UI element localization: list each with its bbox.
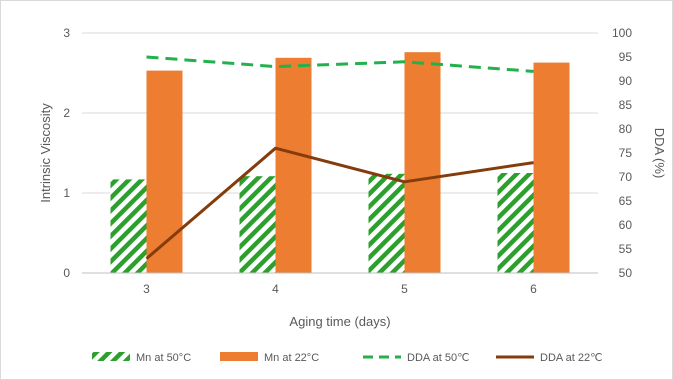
y2-tick-label: 60 xyxy=(619,218,633,232)
x-tick-label: 3 xyxy=(143,282,150,296)
legend-swatch xyxy=(92,352,130,361)
y2-tick-label: 90 xyxy=(619,74,633,88)
x-tick-label: 6 xyxy=(530,282,537,296)
y2-tick-label: 85 xyxy=(619,98,633,112)
y2-tick-label: 95 xyxy=(619,50,633,64)
series-lines xyxy=(145,55,534,260)
y2-tick-label: 75 xyxy=(619,146,633,160)
legend-label: DDA at 22℃ xyxy=(540,352,603,364)
y2-tick-label: 50 xyxy=(619,266,633,280)
bar xyxy=(497,173,534,273)
y2-tick-label: 80 xyxy=(619,122,633,136)
y-tick-label: 3 xyxy=(63,26,70,40)
bars xyxy=(110,52,570,274)
legend: Mn at 50°C Mn at 22°C DDA at 50℃ DDA at 22℃ xyxy=(92,352,603,364)
series-line xyxy=(145,146,534,260)
bar xyxy=(239,176,276,273)
y-tick-label: 1 xyxy=(63,186,70,200)
y-tick-label: 2 xyxy=(63,106,70,120)
y-axis-title: Intrinsic Viscosity xyxy=(38,103,53,203)
legend-label: Mn at 50°C xyxy=(136,352,191,364)
x-tick-label: 4 xyxy=(272,282,279,296)
y2-tick-label: 100 xyxy=(612,26,632,40)
legend-label: Mn at 22°C xyxy=(264,352,319,364)
y2-axis-title: DDA (%) xyxy=(652,128,667,179)
x-axis-title: Aging time (days) xyxy=(289,314,390,329)
bar xyxy=(275,57,312,273)
y-tick-label: 0 xyxy=(63,266,70,280)
axes: 0 1 2 3 50 55 60 65 70 75 80 85 90 95 100 3 4 5 6 xyxy=(63,26,632,296)
bar xyxy=(533,62,570,273)
legend-label: DDA at 50℃ xyxy=(407,352,470,364)
bar xyxy=(368,173,405,273)
bar xyxy=(146,70,183,273)
series-line xyxy=(146,55,534,73)
y2-tick-label: 65 xyxy=(619,194,633,208)
bar xyxy=(110,179,147,273)
y2-tick-label: 55 xyxy=(619,242,633,256)
y2-tick-label: 70 xyxy=(619,170,633,184)
x-tick-label: 5 xyxy=(401,282,408,296)
legend-swatch xyxy=(220,352,258,361)
bar xyxy=(404,52,441,274)
